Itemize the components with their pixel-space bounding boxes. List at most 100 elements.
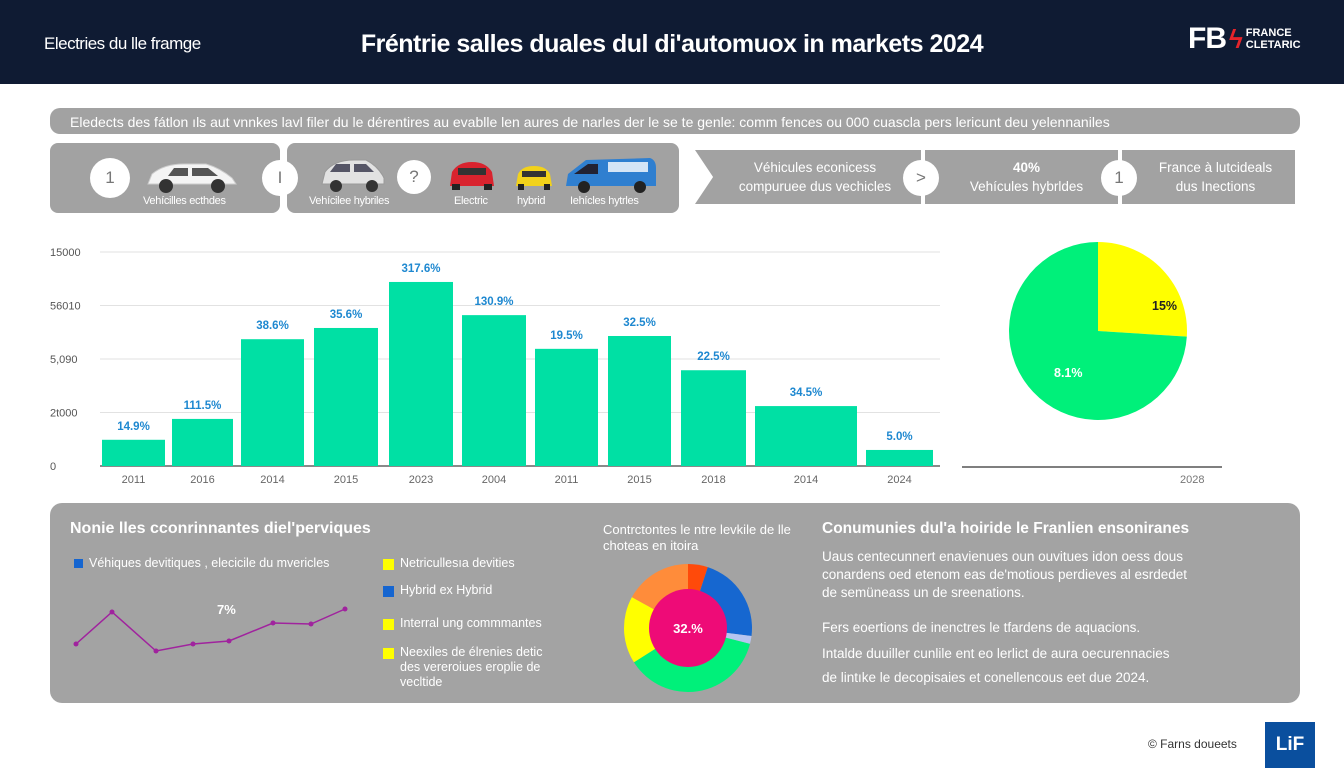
bar-data-label: 35.6% xyxy=(330,309,363,321)
line-annotation: 7% xyxy=(217,602,236,617)
x-tick-label: 2014 xyxy=(260,474,284,486)
line-point xyxy=(270,620,276,626)
bar xyxy=(755,406,857,466)
chevron-2-line1: 40% xyxy=(1012,160,1040,175)
bar xyxy=(314,327,378,466)
x-tick-label: 2028 xyxy=(1180,474,1204,486)
line-chart xyxy=(73,606,348,654)
right-panel-title: Conumunies dul'a hoiride le Franlien ens… xyxy=(822,520,1190,537)
logo-line1: FRANCE xyxy=(1245,27,1292,39)
bar-data-label: 32.5% xyxy=(623,317,656,329)
bar-data-label: 19.5% xyxy=(550,330,583,342)
yellow-car-icon xyxy=(516,166,552,190)
pie-slice xyxy=(1009,242,1187,420)
brand-logo: FB ϟ FRANCE CLETARIC xyxy=(1188,22,1301,56)
y-tick-label: 2t000 xyxy=(50,408,78,420)
bar-data-label: 14.9% xyxy=(117,421,150,433)
pie-label: 8.1% xyxy=(1054,366,1083,380)
white-car-icon xyxy=(147,163,237,193)
chevron-right-icon: > xyxy=(903,160,939,196)
line-chart-title: Nonie lles cconrinnantes diel'perviques xyxy=(70,520,371,537)
line-point xyxy=(190,641,196,647)
brand-text: Electries du lle framge xyxy=(44,34,201,53)
chevron-2-line2: Vehícules hybrldes xyxy=(969,179,1084,194)
legend-label: Neexiles de élrenies detic des vereroiue… xyxy=(400,645,543,689)
blue-van-icon xyxy=(566,158,656,193)
bar xyxy=(241,339,304,466)
silver-car-icon xyxy=(321,159,385,192)
legend-label: Interral ung commmantes xyxy=(400,616,542,630)
bar-data-label: 130.9% xyxy=(474,296,513,308)
chevron-1-line2: compuruee dus vechicles xyxy=(738,179,892,194)
legend-swatch xyxy=(383,619,394,630)
bar xyxy=(608,335,671,466)
red-car-icon xyxy=(450,162,494,190)
car-label-electric: Electric xyxy=(454,195,488,207)
legend-swatch xyxy=(74,559,83,568)
line-point xyxy=(109,609,115,615)
legend-item: Véhiques devitiques , elecicile du mveri… xyxy=(74,556,374,571)
legend-item: Hybrid ex Hybrid xyxy=(383,583,492,598)
right-panel-paragraph: Uaus centecunnert enavienues oun ouvitue… xyxy=(822,549,1188,600)
info-chevron-1: Véhicules econicess compuruee dus vechicl… xyxy=(695,150,921,204)
legend-label: Véhiques devitiques , elecicile du mveri… xyxy=(89,556,330,570)
bar-data-label: 317.6% xyxy=(401,263,440,275)
line-series xyxy=(75,608,346,652)
step-number-3: 1 xyxy=(1101,160,1137,196)
logo-mark: FB xyxy=(1188,22,1227,55)
step-caption-1: Vehícilles ecthdes xyxy=(143,195,226,207)
info-chevron-2: 40% Vehícules hybrldes xyxy=(925,150,1118,204)
bar xyxy=(172,418,233,466)
lightning-icon: ϟ xyxy=(1229,23,1243,54)
legend-label: Netricullesıa devities xyxy=(400,556,515,570)
right-panel-line: de lintıke le decopisaies et conellencou… xyxy=(822,670,1150,685)
legend-label: Hybrid ex Hybrid xyxy=(400,583,493,597)
y-tick-label: 5,090 xyxy=(50,354,78,366)
donut-center-label: 32.% xyxy=(673,621,703,636)
x-tick-label: 2018 xyxy=(701,474,725,486)
y-tick-label: 15000 xyxy=(50,247,81,259)
bar-data-label: 34.5% xyxy=(790,387,823,399)
info-chevron-3: France à lutcideals dus Inections xyxy=(1122,150,1295,204)
legend-swatch xyxy=(383,586,394,597)
line-point xyxy=(226,638,232,644)
donut-center xyxy=(649,589,727,667)
legend-item: Interral ung commmantes xyxy=(383,616,542,631)
bar-data-label: 38.6% xyxy=(256,320,289,332)
line-point xyxy=(73,641,79,647)
x-tick-label: 2004 xyxy=(482,474,506,486)
bar xyxy=(102,439,165,466)
step-separator: I xyxy=(262,160,298,196)
donut-title: Contrctontes le ntre levkile de lle chot… xyxy=(603,522,791,553)
header-bar xyxy=(0,0,1344,84)
line-point xyxy=(308,621,314,627)
step-caption-2: Vehícilee hybriles xyxy=(309,195,390,207)
legend-item: Netricullesıa devities xyxy=(383,556,515,571)
x-tick-label: 2011 xyxy=(122,474,146,486)
chevron-3-line1: France à lutcideals xyxy=(1158,160,1273,175)
x-tick-label: 2024 xyxy=(887,474,911,486)
footer-credit: © Farns doueets xyxy=(1148,737,1237,751)
bar-chart: 0 2t000 5,090 56010 15000 14.9% 2011 111.5% 2016… xyxy=(50,247,940,486)
pie-chart: 15% 8.1% 2028 xyxy=(962,242,1222,486)
line-point xyxy=(153,648,159,654)
x-tick-label: 2011 xyxy=(555,474,579,486)
car-label-hybrid: hybrid xyxy=(517,195,546,207)
line-point xyxy=(342,606,348,612)
pie-slice xyxy=(1098,242,1187,337)
legend-swatch xyxy=(383,559,394,570)
right-panel-line: Intalde duuiller cunlile ent eo lerlict … xyxy=(822,646,1170,661)
y-tick-label: 0 xyxy=(50,461,56,473)
y-tick-label: 56010 xyxy=(50,301,81,313)
x-tick-label: 2023 xyxy=(409,474,433,486)
chevron-1-line1: Véhicules econicess xyxy=(753,160,877,175)
bar xyxy=(462,315,526,466)
x-tick-label: 2014 xyxy=(794,474,818,486)
x-tick-label: 2015 xyxy=(627,474,651,486)
step-number-2: ? xyxy=(397,160,431,194)
bar xyxy=(389,281,453,466)
page-title: Fréntrie salles duales dul di'automuox i… xyxy=(360,30,984,58)
legend-swatch xyxy=(383,648,394,659)
logo-line2: CLETARIC xyxy=(1245,39,1301,51)
bar xyxy=(681,370,746,466)
